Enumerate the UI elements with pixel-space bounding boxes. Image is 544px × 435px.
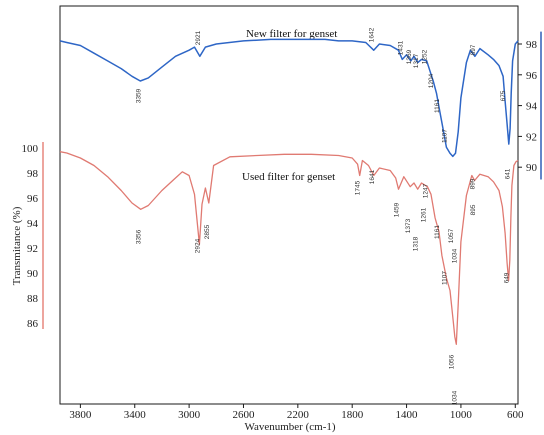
- left-tick-label: 94: [27, 218, 39, 230]
- right-tick-label: 94: [526, 101, 538, 113]
- peak-label: 1161: [434, 99, 441, 113]
- y-axis-title: Transmitance (%): [11, 206, 23, 285]
- peak-label: 2924: [194, 238, 201, 253]
- left-tick-label: 92: [27, 243, 38, 255]
- peak-label: 641: [505, 168, 512, 179]
- x-tick-label: 3800: [69, 409, 92, 421]
- series-line-used-filter: [59, 151, 519, 345]
- peak-label: 1107: [441, 129, 448, 143]
- x-tick-label: 600: [507, 409, 524, 421]
- peak-label: 1373: [405, 218, 412, 233]
- left-tick-label: 98: [27, 168, 39, 180]
- peak-label: 897: [470, 44, 477, 55]
- left-tick-label: 88: [27, 293, 39, 305]
- peak-label: 2921: [195, 30, 202, 45]
- peak-label: 1745: [355, 180, 362, 195]
- peak-label: 675: [500, 90, 507, 101]
- peak-label: 1107: [441, 271, 448, 285]
- left-tick-label: 90: [27, 268, 39, 280]
- peak-label: 1252: [422, 49, 429, 64]
- peak-label: 3356: [136, 229, 143, 244]
- peak-label: 1057: [448, 228, 455, 243]
- peak-label: 1642: [369, 27, 376, 42]
- left-tick-label: 96: [27, 193, 39, 205]
- x-tick-label: 1400: [396, 409, 419, 421]
- peak-label: 1459: [394, 202, 401, 217]
- x-tick-label: 1800: [341, 409, 364, 421]
- series-label-new-filter: New filter for genset: [246, 28, 337, 40]
- x-tick-label: 2200: [287, 409, 310, 421]
- left-tick-label: 100: [22, 143, 39, 155]
- right-tick-label: 90: [526, 162, 538, 174]
- right-tick-label: 92: [526, 131, 537, 143]
- right-tick-label: 98: [526, 39, 538, 51]
- x-axis-title: Wavenumber (cm-1): [244, 421, 335, 433]
- x-tick-label: 1000: [450, 409, 473, 421]
- x-tick-label: 3400: [124, 409, 147, 421]
- peak-label: 649: [504, 272, 511, 283]
- peak-label: 1247: [422, 183, 429, 198]
- peak-label: 2855: [204, 224, 211, 239]
- series-label-used-filter: Used filter for genset: [242, 171, 335, 183]
- peak-label: 899: [470, 178, 477, 189]
- peak-label: 1056: [448, 354, 455, 369]
- peak-label: 1261: [420, 207, 427, 222]
- left-tick-label: 86: [27, 318, 39, 330]
- right-tick-label: 96: [526, 70, 538, 82]
- series-line-new-filter: [59, 38, 519, 158]
- x-tick-label: 3000: [178, 409, 201, 421]
- peak-label: 895: [470, 204, 477, 215]
- peak-label: 1317: [413, 53, 420, 68]
- peak-label: 3359: [135, 88, 142, 103]
- peak-label: 1641: [369, 169, 376, 184]
- peak-label: 1204: [428, 73, 435, 88]
- peak-label: 1318: [413, 236, 420, 251]
- peak-label: 1369: [406, 49, 413, 64]
- x-tick-label: 2600: [232, 409, 255, 421]
- peak-label: 1161: [434, 225, 441, 239]
- peak-label: 1034: [451, 390, 458, 405]
- peak-label: 1431: [397, 40, 404, 55]
- plot-frame: [59, 5, 519, 405]
- peak-label: 1034: [451, 248, 458, 263]
